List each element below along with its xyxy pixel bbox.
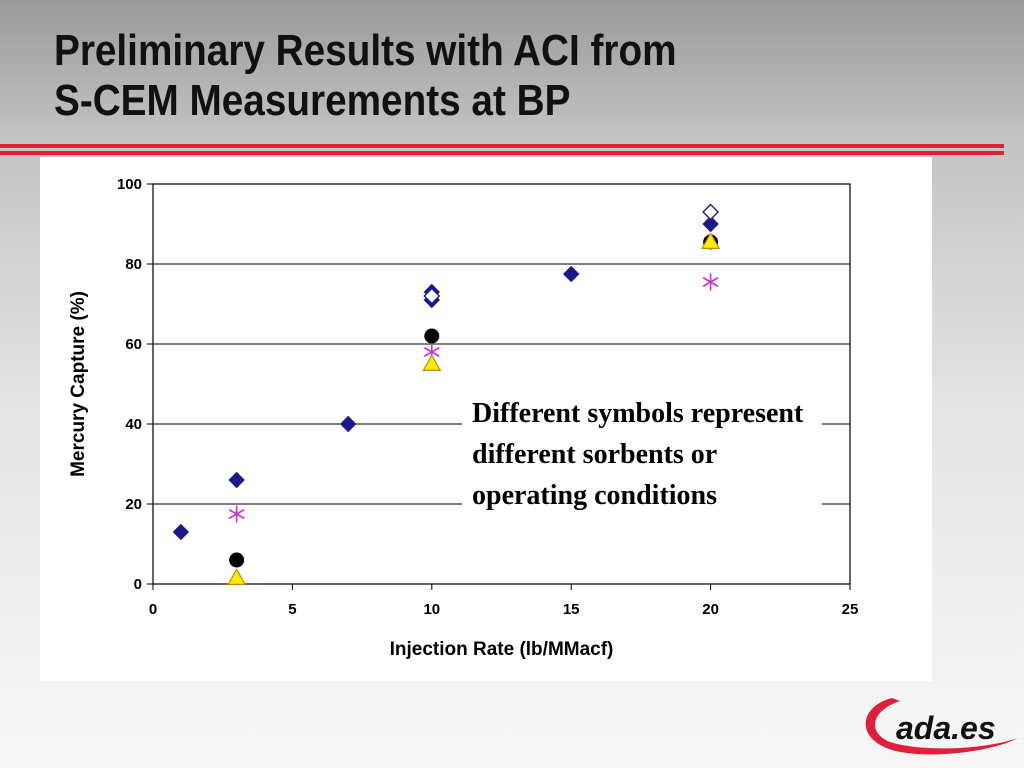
data-point-yellow-triangle: [701, 232, 721, 249]
x-tick-label: 10: [423, 601, 440, 618]
data-point-black-circle: [424, 328, 440, 344]
slide-title-line-1: Preliminary Results with ACI from: [54, 26, 677, 75]
data-point-black-circle: [229, 552, 245, 568]
x-axis-title: Injection Rate (lb/MMacf): [390, 639, 614, 660]
data-point-yellow-triangle: [422, 354, 442, 371]
y-tick-label: 20: [125, 496, 142, 513]
y-tick-label: 100: [117, 176, 142, 193]
title-divider-top: [0, 144, 1004, 148]
asterisk-stroke: [228, 509, 245, 519]
data-point-filled-diamond: [339, 415, 357, 433]
data-point-asterisk: [702, 273, 719, 291]
y-tick-label: 60: [125, 336, 142, 353]
logo-wordmark: ada.es: [896, 710, 996, 746]
data-point-filled-diamond: [228, 471, 245, 489]
chart-annotation: Different symbols represent different so…: [462, 393, 822, 516]
data-point-open-diamond: [702, 203, 720, 221]
y-axis-title: Mercury Capture (%): [68, 291, 89, 477]
plot-frame: [152, 183, 851, 585]
x-tick-label: 15: [563, 601, 580, 618]
x-tick-label: 25: [842, 601, 859, 618]
y-tick-label: 40: [125, 416, 142, 433]
chart-panel: 0 20 40 60 80 100 0 5 10 15 20 25 Injection Rate (lb…: [40, 157, 932, 681]
data-point-filled-diamond: [702, 215, 719, 233]
y-tick-label: 0: [134, 576, 142, 593]
asterisk-stroke: [424, 347, 440, 357]
slide-title: Preliminary Results with ACI from S-CEM …: [54, 26, 677, 126]
ada-es-logo: ada.es: [865, 698, 1018, 755]
title-divider-bottom: [0, 151, 1004, 155]
scatter-chart: 0 20 40 60 80 100 0 5 10 15 20 25 Injection Rate (lb…: [68, 176, 859, 660]
data-point-open-diamond: [423, 287, 441, 305]
slide-title-line-2: S-CEM Measurements at BP: [54, 76, 571, 125]
data-point-yellow-triangle: [227, 568, 247, 585]
x-tick-label: 5: [288, 601, 296, 618]
x-tick-label: 20: [702, 601, 719, 618]
data-point-asterisk: [228, 505, 245, 523]
data-point-filled-diamond: [562, 265, 580, 283]
data-point-filled-diamond: [172, 523, 190, 541]
x-tick-label: 0: [149, 601, 157, 618]
y-tick-label: 80: [125, 256, 142, 273]
asterisk-stroke: [702, 277, 719, 287]
